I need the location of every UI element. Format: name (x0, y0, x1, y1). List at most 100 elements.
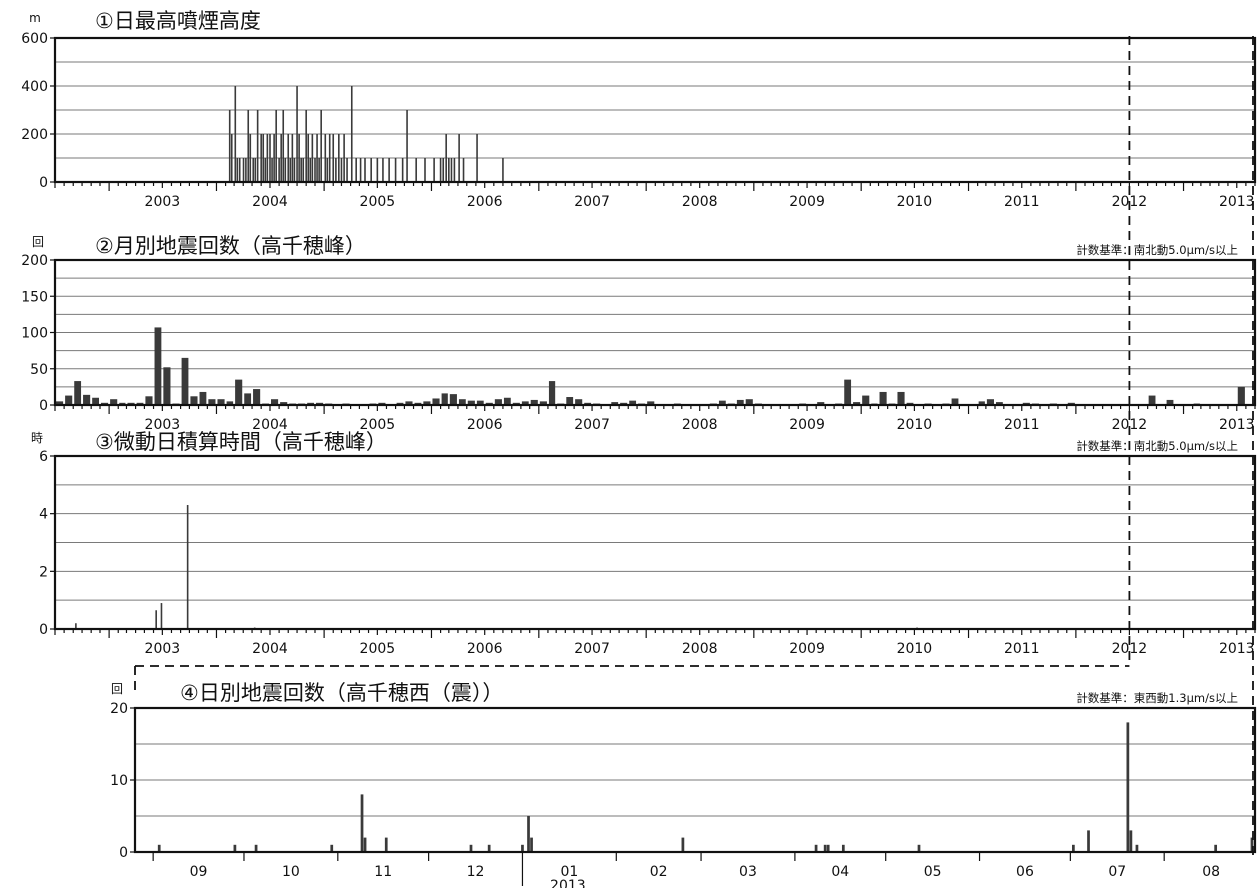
data-bar (439, 158, 442, 182)
data-bar (314, 158, 316, 182)
data-bar (245, 158, 247, 182)
data-bar (530, 837, 533, 852)
data-bar (320, 110, 322, 182)
y-tick-label: 10 (110, 773, 128, 789)
data-bar (74, 381, 82, 405)
data-bar (244, 393, 252, 405)
data-bar (1087, 830, 1090, 852)
data-bar (388, 158, 390, 182)
data-bar (291, 134, 294, 182)
data-bar (271, 158, 273, 182)
data-bar (814, 844, 818, 852)
count-criterion: 計数基準：南北動5.0μm/s以上 (1076, 243, 1238, 257)
y-tick-label: 0 (119, 845, 128, 861)
data-bar (264, 158, 267, 182)
x-tick-label: 2012 (1112, 641, 1148, 657)
data-bar (394, 158, 397, 182)
y-tick-label: 200 (21, 253, 48, 269)
y-tick-label: 200 (21, 127, 48, 143)
data-bar (862, 395, 870, 405)
y-unit-label: 回 (32, 235, 44, 249)
data-bar (328, 134, 331, 182)
data-bar (217, 399, 225, 405)
x-tick-label: 2003 (145, 417, 181, 433)
x-tick-label: 11 (374, 864, 392, 880)
x-tick-label: 2010 (897, 194, 933, 210)
data-bar (302, 158, 305, 182)
x-tick-label: 2004 (252, 641, 288, 657)
data-bar (406, 110, 408, 182)
x-tick-label: 2004 (252, 417, 288, 433)
data-bar (278, 158, 280, 182)
x-tick-label: 2007 (574, 417, 610, 433)
x-tick-label: 02 (650, 864, 668, 880)
y-unit-label: 時 (31, 431, 43, 445)
data-bar (249, 134, 252, 182)
data-bar (458, 399, 466, 405)
panel-daily-earthquakes: 0 10 20 09 10 11 12 01 02 03 04 05 06 07 08 2013 ④日別地震回数… (110, 681, 1257, 892)
data-bar (235, 379, 243, 405)
data-bar (155, 610, 157, 629)
data-bar (611, 402, 619, 405)
panel-monthly-earthquakes: 0 50 100 150 200 2003 2004 2005 2006 2007 2008 2009… (21, 234, 1257, 433)
data-bar (718, 400, 726, 405)
x-tick-label: 2006 (467, 194, 503, 210)
y-tick-label: 0 (39, 175, 48, 191)
plot-frame (53, 258, 1257, 407)
y-tick-label: 4 (39, 507, 48, 523)
data-bar (1148, 395, 1156, 405)
panel-plume-height: 0 200 400 600 2003 2004 2005 2006 2007 2008 2009 20… (21, 9, 1257, 210)
x-tick-label: 2009 (789, 641, 825, 657)
x-tick-label: 06 (1016, 864, 1034, 880)
x-tick-label: 07 (1108, 864, 1126, 880)
x-tick-label: 01 (560, 864, 578, 880)
panel-title: ②月別地震回数（高千穂峰） (95, 234, 366, 258)
y-tick-label: 6 (39, 449, 48, 465)
y-tick-label: 400 (21, 79, 48, 95)
data-bar (284, 158, 287, 182)
data-bar (423, 401, 431, 405)
x-tick-label: 05 (924, 864, 942, 880)
data-bar (359, 158, 362, 182)
data-bar (254, 844, 258, 852)
data-bar (330, 844, 334, 852)
data-bar (364, 158, 366, 182)
data-bar (252, 158, 255, 182)
x-tick-label: 2013 (1219, 194, 1255, 210)
data-bar (350, 86, 353, 182)
data-bar (370, 158, 372, 182)
data-bar (629, 400, 637, 405)
data-bar (238, 158, 241, 182)
data-bar (340, 158, 343, 182)
data-bar (986, 399, 994, 405)
data-bar (476, 134, 478, 182)
data-bar (300, 158, 302, 182)
data-bar (548, 381, 556, 405)
data-bar (282, 110, 285, 182)
data-bar (75, 623, 77, 629)
data-bar (432, 398, 440, 405)
data-bar (469, 844, 473, 852)
x-tick-label: 2004 (252, 194, 288, 210)
y-unit-label: 回 (111, 682, 123, 696)
data-bar (1166, 399, 1174, 405)
data-bar (424, 158, 426, 182)
data-bar (326, 158, 329, 182)
x-tick-label: 2006 (467, 417, 503, 433)
data-bar (575, 399, 583, 405)
x-tick-label: 04 (831, 864, 849, 880)
x-tick-label: 2013 (1219, 641, 1255, 657)
data-bar (476, 400, 484, 405)
data-bar (745, 399, 753, 405)
y-tick-label: 0 (39, 398, 48, 414)
data-bar (566, 397, 574, 405)
data-bar (1214, 844, 1218, 852)
data-bar (324, 134, 327, 182)
data-bar (382, 158, 384, 182)
data-bar (269, 134, 271, 182)
data-bar (897, 391, 905, 405)
y-tick-label: 50 (30, 362, 48, 378)
data-bar (338, 134, 340, 182)
panel-title: ①日最高噴煙高度 (95, 9, 261, 33)
